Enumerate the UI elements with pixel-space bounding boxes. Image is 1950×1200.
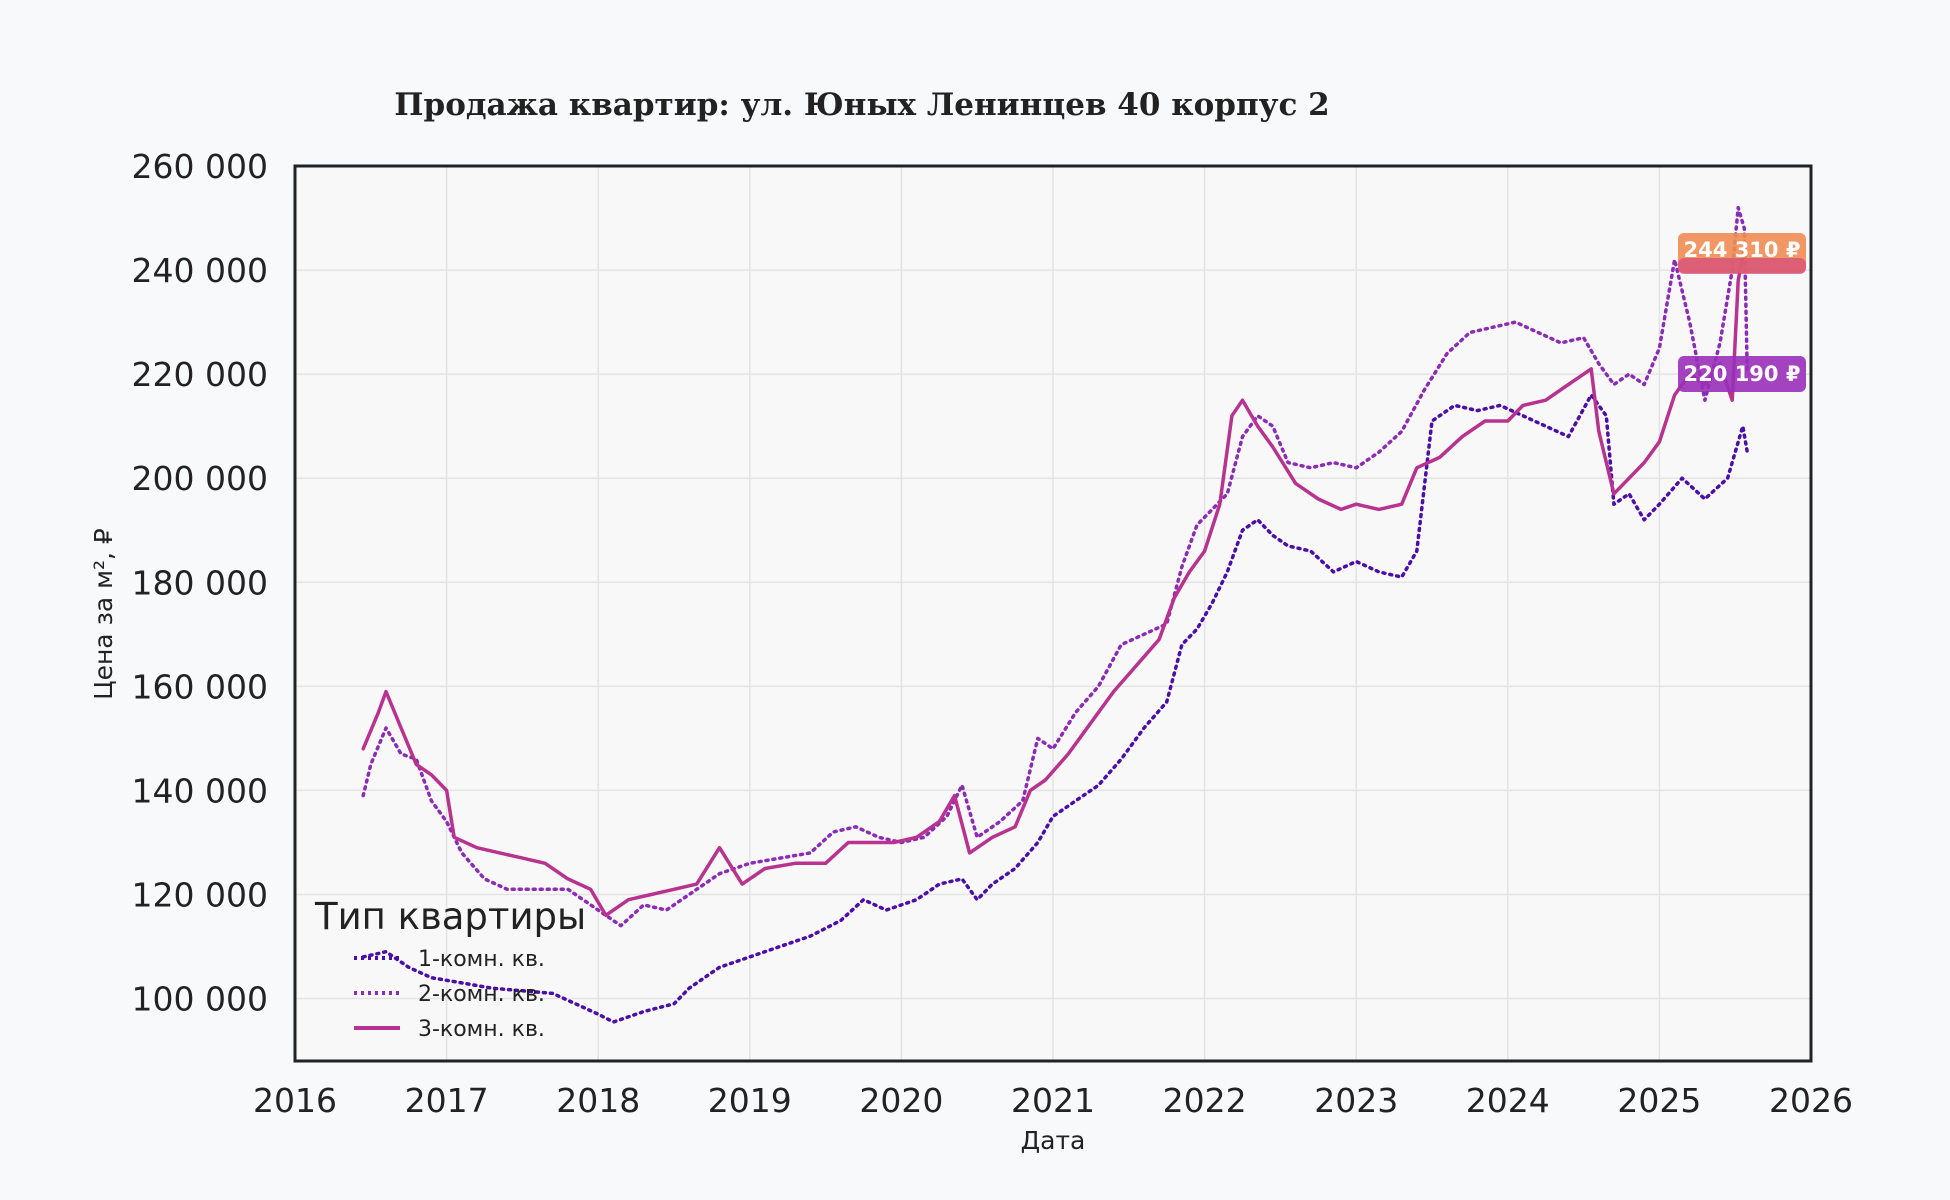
x-tick-label: 2018 xyxy=(556,1081,640,1120)
y-tick-label: 160 000 xyxy=(132,667,268,706)
chart-title: Продажа квартир: ул. Юных Ленинцев 40 ко… xyxy=(394,87,1330,123)
y-tick-label: 140 000 xyxy=(132,771,268,810)
y-tick-label: 200 000 xyxy=(132,459,268,498)
plot-frame xyxy=(293,164,1813,1063)
y-tick-label: 260 000 xyxy=(132,147,268,186)
x-tick-label: 2020 xyxy=(859,1081,943,1120)
y-tick-label: 120 000 xyxy=(132,875,268,914)
x-tick-label: 2023 xyxy=(1314,1081,1398,1120)
value-badge-top: 244 310 ₽ xyxy=(1678,233,1806,274)
x-tick-label: 2017 xyxy=(405,1081,489,1120)
y-tick-label: 220 000 xyxy=(132,355,268,394)
x-tick-label: 2025 xyxy=(1617,1081,1701,1120)
series-layer xyxy=(361,205,1750,1024)
x-axis: 2016 2017 2018 2019 2020 2021 2022 2023 2024 2025… xyxy=(253,1081,1853,1120)
y-tick-label: 240 000 xyxy=(132,251,268,290)
value-badge-bottom: 220 190 ₽ xyxy=(1678,356,1806,392)
x-tick-label: 2024 xyxy=(1466,1081,1550,1120)
x-tick-label: 2019 xyxy=(708,1081,792,1120)
x-axis-label: Дата xyxy=(1021,1126,1086,1155)
y-axis-label: Цена за м², ₽ xyxy=(89,528,118,700)
y-tick-label: 180 000 xyxy=(132,563,268,602)
legend-label-1-room: 1-комн. кв. xyxy=(418,947,545,972)
x-tick-label: 2016 xyxy=(253,1081,337,1120)
y-tick-label: 100 000 xyxy=(132,980,268,1019)
value-badge-bottom-text: 220 190 ₽ xyxy=(1684,362,1801,386)
legend-label-2-room: 2-комн. кв. xyxy=(418,982,545,1007)
x-tick-label: 2021 xyxy=(1011,1081,1095,1120)
series-line-2-room xyxy=(361,205,1750,928)
y-axis: 100 000 120 000 140 000 160 000 180 000 200 0… xyxy=(132,147,268,1019)
value-badge-top-shadow xyxy=(1678,258,1806,274)
x-tick-label: 2022 xyxy=(1163,1081,1247,1120)
legend-label-3-room: 3-комн. кв. xyxy=(418,1017,545,1042)
legend: Тип квартиры 1-комн. кв. 2-комн. кв. 3-к… xyxy=(314,895,586,1042)
value-badge-top-text: 244 310 ₽ xyxy=(1684,238,1801,262)
x-tick-label: 2026 xyxy=(1769,1081,1853,1120)
series-line-3-room xyxy=(361,245,1747,918)
value-badge-bottom-bg xyxy=(1678,356,1806,392)
legend-title: Тип квартиры xyxy=(314,895,586,938)
series-line-1-room xyxy=(361,393,1750,1024)
